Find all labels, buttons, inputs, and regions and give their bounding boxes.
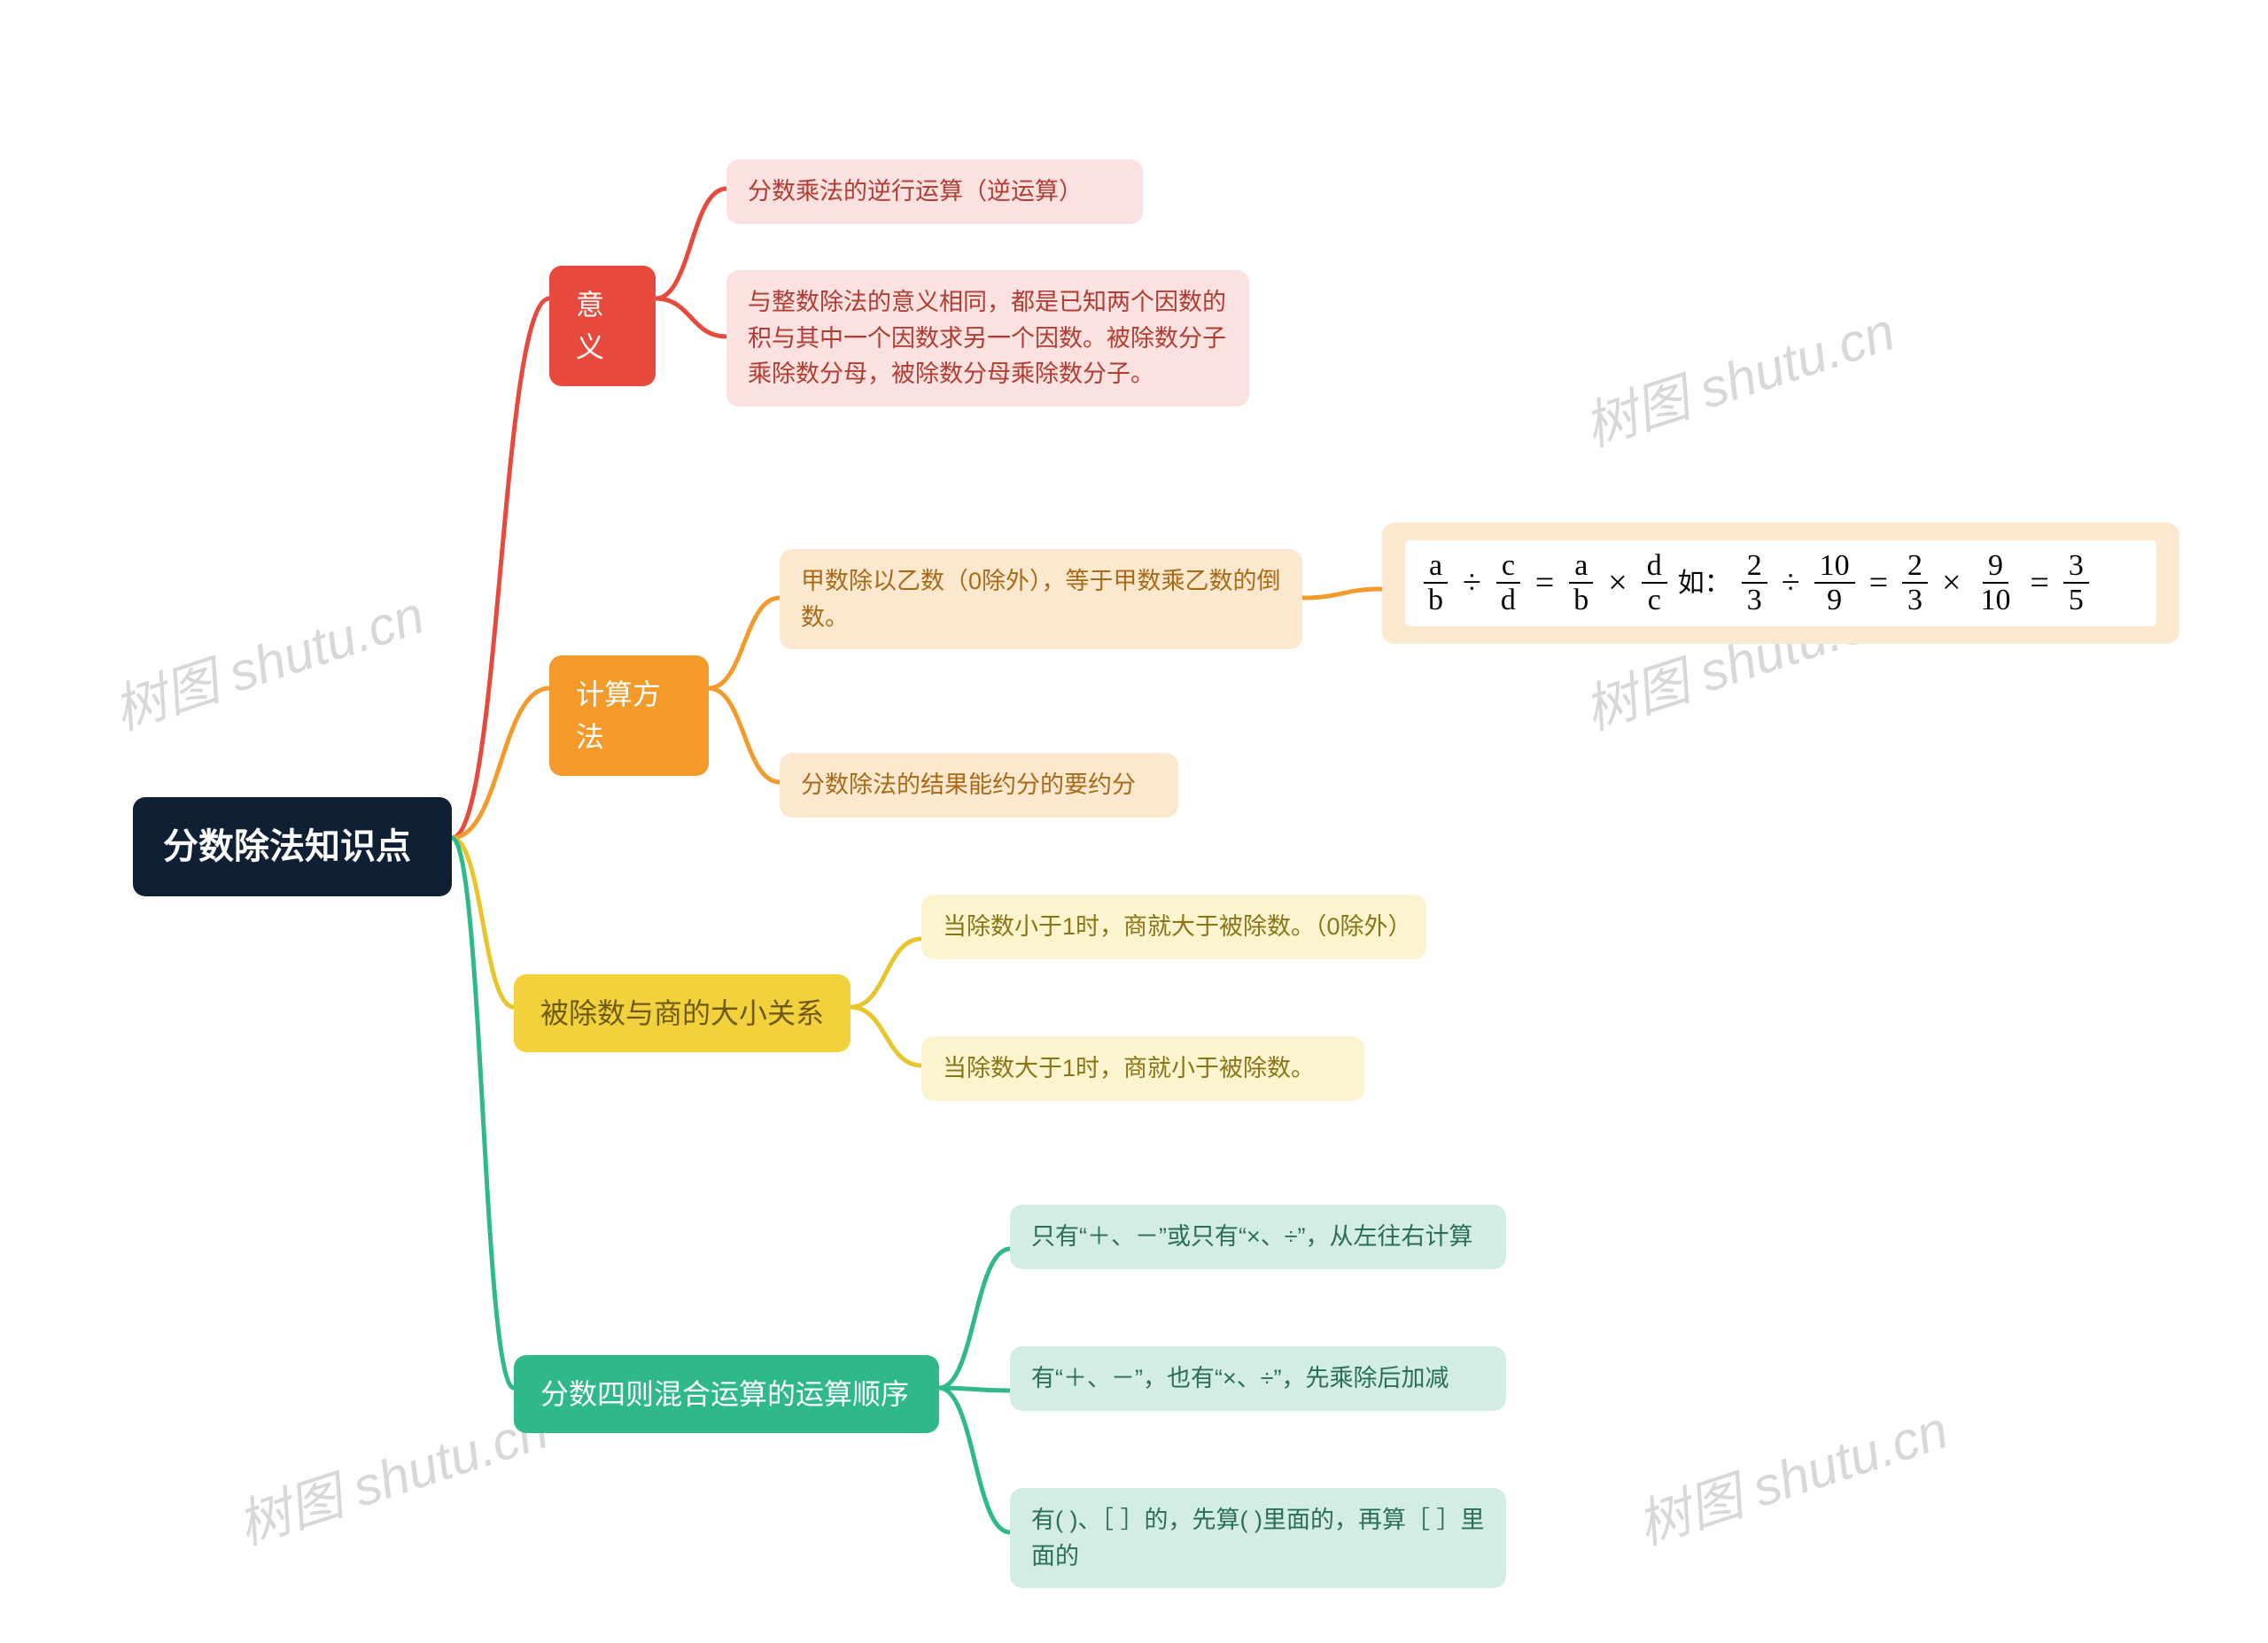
- leaf-meaning-1: 分数乘法的逆行运算（逆运算）: [726, 159, 1143, 224]
- branch-label: 计算方法: [576, 678, 661, 753]
- root-label: 分数除法知识点: [163, 827, 411, 866]
- branch-size-relation: 被除数与商的大小关系: [514, 974, 850, 1052]
- branch-meaning: 意义: [549, 266, 656, 386]
- branch-label: 被除数与商的大小关系: [540, 997, 824, 1029]
- leaf-text: 与整数除法的意义相同，都是已知两个因数的积与其中一个因数求另一个因数。被除数分子…: [748, 289, 1226, 387]
- leaf-text: 甲数除以乙数（0除外），等于甲数乘乙数的倒数。: [801, 568, 1281, 631]
- watermark: 树图 shutu.cn: [1626, 1387, 1956, 1560]
- leaf-text: 只有“＋、－”或只有“×、÷”，从左往右计算: [1031, 1223, 1473, 1250]
- leaf-relation-2: 当除数大于1时，商就小于被除数。: [921, 1036, 1364, 1101]
- formula-box: ab ÷ cd = ab × dc 如： 23 ÷ 109 = 23 × 910…: [1382, 523, 2179, 644]
- leaf-method-1: 甲数除以乙数（0除外），等于甲数乘乙数的倒数。: [780, 549, 1302, 649]
- watermark: 树图 shutu.cn: [1573, 289, 1903, 461]
- leaf-text: 分数除法的结果能约分的要约分: [801, 771, 1136, 798]
- branch-label: 意义: [576, 289, 604, 363]
- leaf-method-2: 分数除法的结果能约分的要约分: [780, 753, 1178, 818]
- leaf-order-3: 有( )、［ ］的，先算( )里面的，再算［ ］里面的: [1010, 1488, 1506, 1588]
- watermark: 树图 shutu.cn: [226, 1387, 556, 1560]
- leaf-order-2: 有“＋、－”，也有“×、÷”，先乘除后加减: [1010, 1346, 1506, 1411]
- branch-method: 计算方法: [549, 655, 709, 776]
- root-node: 分数除法知识点: [133, 797, 452, 896]
- leaf-order-1: 只有“＋、－”或只有“×、÷”，从左往右计算: [1010, 1205, 1506, 1269]
- leaf-relation-1: 当除数小于1时，商就大于被除数。（0除外）: [921, 895, 1426, 959]
- leaf-meaning-2: 与整数除法的意义相同，都是已知两个因数的积与其中一个因数求另一个因数。被除数分子…: [726, 270, 1249, 407]
- leaf-text: 有“＋、－”，也有“×、÷”，先乘除后加减: [1031, 1365, 1449, 1391]
- formula-content: ab ÷ cd = ab × dc 如： 23 ÷ 109 = 23 × 910…: [1405, 540, 2156, 626]
- leaf-text: 当除数大于1时，商就小于被除数。: [943, 1055, 1315, 1081]
- branch-label: 分数四则混合运算的运算顺序: [540, 1378, 909, 1410]
- leaf-text: 当除数小于1时，商就大于被除数。（0除外）: [943, 913, 1412, 940]
- leaf-text: 分数乘法的逆行运算（逆运算）: [748, 178, 1083, 205]
- branch-order: 分数四则混合运算的运算顺序: [514, 1355, 939, 1433]
- watermark: 树图 shutu.cn: [102, 572, 432, 745]
- leaf-text: 有( )、［ ］的，先算( )里面的，再算［ ］里面的: [1031, 1507, 1484, 1569]
